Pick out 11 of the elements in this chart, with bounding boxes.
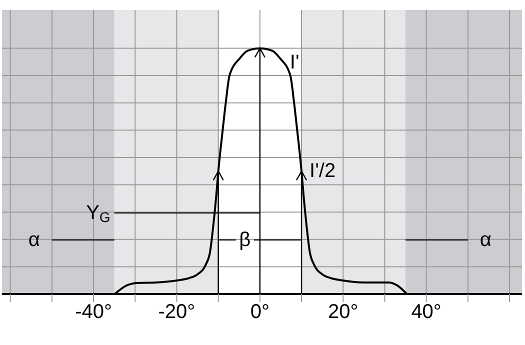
annotation: α [480,228,492,251]
x-tick-label: -20° [158,301,196,324]
annotation: I' [290,51,300,74]
annotation: I'/2 [310,160,336,182]
x-tick-label: 20° [328,301,358,324]
annotation: α [28,228,40,251]
x-tick-label: -40° [75,301,112,324]
annotation: Y$_{G}$ [86,202,110,224]
annotation: β [239,228,251,251]
x-tick-label: 0° [250,301,270,324]
x-tick-label: 40° [411,301,442,324]
